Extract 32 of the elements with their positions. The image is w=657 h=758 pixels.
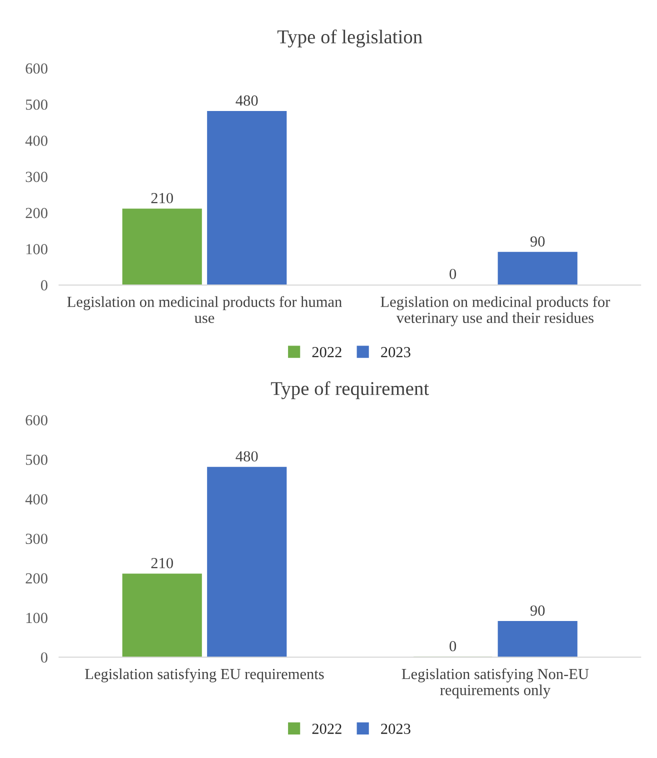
data-label: 0 (450, 268, 456, 280)
y-tick-label: 600 (26, 63, 48, 74)
y-tick-label: 100 (26, 244, 48, 254)
data-label: 90 (530, 236, 545, 247)
data-label: 480 (236, 95, 258, 106)
y-tick-label: 400 (25, 494, 48, 504)
data-label: 210 (151, 192, 173, 204)
y-tick-label: 300 (26, 172, 48, 182)
y-tick-label: 500 (26, 454, 48, 465)
y-tick-label: 0 (40, 652, 48, 663)
data-label: 90 (530, 605, 545, 616)
y-tick-label: 600 (26, 415, 48, 426)
x-tick-label: Legislation on medicinal products for veterinary use and their residues (380, 296, 610, 326)
y-tick-label: 0 (40, 280, 48, 290)
data-label: 0 (450, 640, 456, 652)
y-tick-label: 200 (26, 573, 48, 584)
legend-label: 2022 (312, 724, 342, 734)
y-tick-label: 400 (25, 136, 48, 146)
x-tick-label: Legislation satisfying EU requirements (85, 668, 324, 682)
chart-title: Type of requirement (270, 381, 429, 400)
data-label: 480 (236, 451, 258, 462)
y-tick-label: 200 (26, 208, 48, 218)
legend-label: 2022 (312, 346, 342, 358)
x-tick-label: Legislation satisfying Non-EU requirements only (402, 668, 589, 698)
y-tick-label: 300 (26, 534, 48, 544)
data-label: 210 (151, 558, 173, 568)
x-tick-label: Legislation on medicinal products for human use (67, 296, 342, 324)
legend-label: 2023 (381, 346, 410, 358)
chart-title: Type of legislation (277, 30, 422, 48)
y-tick-label: 500 (26, 99, 48, 110)
y-tick-label: 100 (26, 612, 48, 624)
legend-label: 2023 (381, 724, 410, 734)
